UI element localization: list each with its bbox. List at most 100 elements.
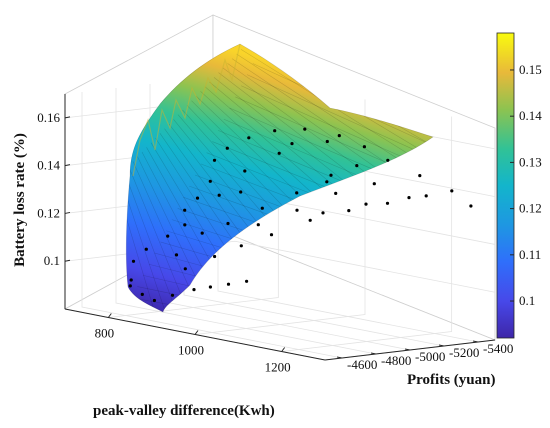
data-point bbox=[260, 206, 264, 210]
y-tick-label: -4600 bbox=[347, 357, 377, 372]
x-tick-label: 800 bbox=[95, 326, 115, 341]
mesh-line-u bbox=[223, 118, 381, 185]
mesh-line-v bbox=[128, 165, 189, 312]
data-point bbox=[325, 180, 329, 184]
x-ticks: 800 1000 1200 bbox=[95, 313, 291, 375]
z-tick-label: 0.1 bbox=[44, 253, 60, 268]
data-point bbox=[212, 158, 217, 162]
mesh-line-v bbox=[236, 53, 413, 169]
data-point bbox=[469, 204, 473, 208]
grid-line-y bbox=[81, 92, 343, 359]
data-point bbox=[226, 282, 231, 286]
data-point bbox=[256, 223, 260, 227]
grid-line-x bbox=[281, 116, 453, 352]
y-tick-mark bbox=[472, 340, 479, 343]
colorbar-tick-label: 0.14 bbox=[519, 108, 542, 123]
data-point bbox=[226, 221, 230, 226]
data-point bbox=[245, 279, 249, 283]
y-tick-label: -5000 bbox=[415, 349, 445, 364]
y-tick-mark bbox=[336, 356, 343, 359]
data-point bbox=[364, 202, 368, 206]
colorbar-ticks: 0.1 0.11 0.12 0.13 0.14 0.15 bbox=[510, 62, 542, 308]
x-axis-label: peak-valley difference(Kwh) bbox=[93, 403, 275, 419]
data-point bbox=[372, 182, 376, 186]
mesh-line-u bbox=[229, 107, 391, 177]
mesh-line-v bbox=[126, 170, 179, 312]
data-point bbox=[140, 292, 144, 296]
y-tick-label: -5200 bbox=[449, 345, 479, 360]
surface-ridge bbox=[132, 43, 241, 177]
data-point bbox=[407, 196, 411, 200]
y-tick-mark bbox=[404, 348, 411, 351]
z-ticks: 0.1 0.12 0.14 0.16 bbox=[37, 110, 71, 268]
data-point bbox=[273, 129, 277, 133]
mesh-line-v bbox=[218, 72, 375, 193]
data-point bbox=[329, 173, 333, 177]
data-point bbox=[424, 194, 428, 198]
z-axis-label: Battery loss rate (%) bbox=[12, 133, 28, 267]
data-point bbox=[295, 191, 299, 195]
data-point bbox=[290, 142, 294, 146]
y-tick-mark bbox=[370, 352, 377, 355]
data-points bbox=[128, 127, 473, 303]
data-point bbox=[208, 179, 212, 183]
data-point bbox=[355, 164, 359, 168]
z-tick-mark bbox=[64, 211, 71, 214]
data-point bbox=[239, 244, 243, 248]
z-tick-mark bbox=[64, 116, 71, 119]
data-point bbox=[362, 145, 366, 149]
data-point bbox=[418, 174, 422, 178]
data-point bbox=[239, 190, 243, 194]
data-point bbox=[385, 201, 390, 205]
y-tick-label: -4800 bbox=[381, 353, 411, 368]
mesh-line-u bbox=[235, 96, 401, 169]
data-point bbox=[213, 254, 217, 259]
colorbar-gradient bbox=[496, 32, 515, 339]
data-point bbox=[277, 151, 281, 155]
data-point bbox=[347, 209, 351, 213]
data-point bbox=[269, 233, 274, 237]
mesh-line-v bbox=[227, 63, 394, 181]
colorbar-tick-label: 0.12 bbox=[519, 201, 542, 216]
y-ticks: -4600 -4800 -5000 -5200 -5400 bbox=[336, 340, 513, 372]
data-point bbox=[243, 169, 247, 173]
z-tick-label: 0.16 bbox=[37, 110, 60, 125]
data-point bbox=[195, 196, 200, 200]
y-axis-label: Profits (yuan) bbox=[407, 372, 495, 388]
mesh-line-v bbox=[213, 77, 366, 199]
z-tick-mark bbox=[64, 259, 71, 262]
x-tick-mark bbox=[281, 347, 286, 352]
data-point bbox=[208, 285, 212, 289]
data-point bbox=[170, 293, 175, 297]
mesh-line-v bbox=[137, 156, 207, 301]
colorbar-tick-label: 0.15 bbox=[519, 62, 542, 77]
data-point bbox=[308, 218, 312, 222]
mesh-line-v bbox=[126, 179, 161, 312]
x-tick-mark bbox=[107, 313, 112, 318]
data-point bbox=[183, 267, 187, 271]
data-point bbox=[325, 139, 329, 144]
z-tick-label: 0.12 bbox=[37, 205, 60, 220]
colorbar-tick-label: 0.11 bbox=[519, 247, 541, 262]
data-point bbox=[183, 223, 187, 227]
data-point bbox=[217, 193, 221, 197]
data-point bbox=[129, 278, 133, 282]
data-point bbox=[174, 253, 179, 257]
data-point bbox=[303, 127, 307, 131]
colorbar-tick-label: 0.1 bbox=[519, 293, 535, 308]
mesh-line-u bbox=[246, 74, 421, 153]
y-tick-label: -5400 bbox=[483, 341, 513, 356]
surface-outline bbox=[125, 43, 434, 313]
x-tick-label: 1000 bbox=[178, 343, 204, 358]
colorbar: 0.1 0.11 0.12 0.13 0.14 0.15 bbox=[496, 32, 542, 339]
mesh-line-u bbox=[241, 85, 411, 161]
grid-line-z bbox=[64, 240, 496, 293]
data-point bbox=[225, 146, 229, 150]
z-tick-mark bbox=[64, 164, 71, 167]
y-tick-mark bbox=[438, 344, 445, 347]
data-point bbox=[183, 208, 187, 212]
mesh-line-v bbox=[231, 58, 403, 175]
mesh-line-v bbox=[132, 161, 198, 307]
data-point bbox=[200, 231, 204, 235]
